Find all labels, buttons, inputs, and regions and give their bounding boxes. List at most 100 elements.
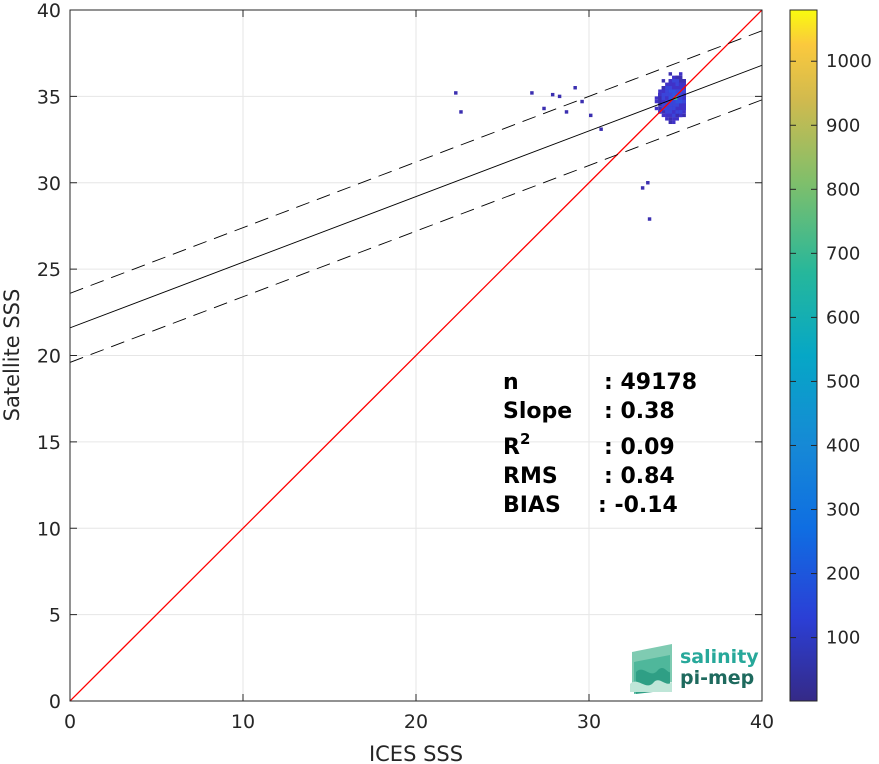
- outlier-point: [459, 110, 463, 114]
- x-axis-label: ICES SSS: [369, 742, 463, 764]
- outlier-point: [589, 113, 593, 118]
- density-cell: [661, 79, 666, 83]
- density-cell: [661, 89, 666, 93]
- density-cell: [658, 92, 662, 97]
- density-cell: [682, 103, 686, 107]
- colorbar-tick-label: 300: [826, 500, 860, 521]
- outlier-point: [530, 91, 534, 95]
- density-cell: [678, 82, 683, 87]
- density-cell: [675, 86, 679, 90]
- axis-ticks: 0 10 20 30 40 0 5 10 15 20 25 30 35 40: [37, 0, 774, 733]
- density-cell: [661, 113, 666, 118]
- density-points: [454, 72, 686, 221]
- density-cell: [658, 96, 662, 100]
- colorbar-tick-label: 200: [826, 564, 860, 585]
- density-cell: [675, 106, 679, 111]
- density-cell: [661, 103, 666, 107]
- density-cell: [672, 106, 676, 111]
- stat-value: : 0.38: [604, 399, 675, 424]
- density-cell: [658, 99, 662, 104]
- y-tick-label: 15: [37, 432, 61, 454]
- density-cell: [682, 79, 686, 83]
- fit-lines: [70, 10, 762, 701]
- density-cell: [665, 117, 669, 121]
- outlier-point: [542, 106, 546, 111]
- density-cell: [665, 96, 669, 100]
- density-cell: [665, 92, 669, 97]
- density-cell: [672, 113, 676, 118]
- density-cell: [678, 99, 683, 104]
- salinity-pi-mep-logo: salinity pi-mep: [630, 644, 759, 694]
- wave-logo-icon: [630, 644, 672, 694]
- density-cell: [678, 110, 683, 114]
- density-cell: [668, 96, 673, 100]
- outlier-point: [557, 94, 562, 99]
- y-tick-label: 30: [37, 173, 61, 195]
- y-tick-label: 10: [37, 518, 61, 540]
- stat-value: : 0.84: [604, 464, 675, 489]
- density-cell: [661, 86, 666, 90]
- regression-line: [70, 64, 762, 329]
- density-cell: [672, 103, 676, 107]
- density-cell: [672, 92, 676, 97]
- density-cell: [668, 86, 673, 90]
- density-cell: [678, 92, 683, 97]
- density-cell: [675, 113, 679, 118]
- density-cell: [672, 99, 676, 104]
- y-tick-label: 0: [49, 691, 61, 713]
- colorbar-tick-label: 100: [826, 628, 860, 649]
- density-cell: [661, 99, 666, 104]
- density-cell: [678, 103, 683, 107]
- x-tick-label: 40: [750, 711, 774, 733]
- outlier-point: [550, 92, 555, 97]
- stat-label: Slope: [503, 399, 572, 424]
- x-tick-label: 0: [64, 711, 76, 733]
- density-cell: [678, 72, 683, 76]
- density-cell: [668, 110, 673, 114]
- grid-lines: [70, 10, 762, 701]
- density-cell: [682, 82, 686, 87]
- colorbar: [789, 9, 818, 702]
- density-cell: [668, 120, 673, 125]
- outlier-point: [580, 99, 584, 104]
- confidence-line: [70, 99, 762, 363]
- y-tick-label: 35: [37, 86, 61, 108]
- density-cell: [668, 106, 673, 111]
- colorbar-tick-label: 800: [826, 179, 860, 200]
- density-cell: [675, 82, 679, 87]
- density-cell: [668, 92, 673, 97]
- stats-box: n: 49178 Slope: 0.38 R2: 0.09 RMS: 0.84 BIAS…: [503, 370, 697, 518]
- density-cell: [675, 117, 679, 121]
- outlier-point: [564, 110, 569, 114]
- outlier-point: [454, 91, 458, 95]
- x-tick-label: 30: [577, 711, 601, 733]
- density-cell: [665, 86, 669, 90]
- logo-line-2: pi-mep: [680, 667, 754, 689]
- density-cell: [678, 86, 683, 90]
- density-cell: [672, 89, 676, 93]
- density-cell: [654, 96, 659, 100]
- x-tick-label: 10: [231, 711, 255, 733]
- density-cell: [682, 106, 686, 111]
- density-cell: [661, 92, 666, 97]
- stat-value: : 0.09: [604, 435, 675, 460]
- y-tick-label: 25: [37, 259, 61, 281]
- density-cell: [668, 79, 673, 83]
- density-cell: [672, 82, 676, 87]
- density-cell: [654, 99, 659, 104]
- x-tick-label: 20: [404, 711, 428, 733]
- outlier-point: [573, 86, 577, 90]
- outlier-point: [646, 181, 650, 185]
- density-cell: [675, 99, 679, 104]
- y-tick-label: 5: [49, 605, 61, 627]
- colorbar-tick-label: 500: [826, 371, 860, 392]
- density-cell: [661, 110, 666, 114]
- density-cell: [668, 82, 673, 87]
- colorbar-ticks: 100 200 300 400 500 600 700 800 900 1000: [790, 51, 872, 649]
- density-cell: [658, 89, 662, 93]
- one-to-one-line: [70, 10, 762, 701]
- outlier-point: [640, 186, 645, 190]
- density-cell: [675, 110, 679, 114]
- density-cell: [678, 75, 683, 80]
